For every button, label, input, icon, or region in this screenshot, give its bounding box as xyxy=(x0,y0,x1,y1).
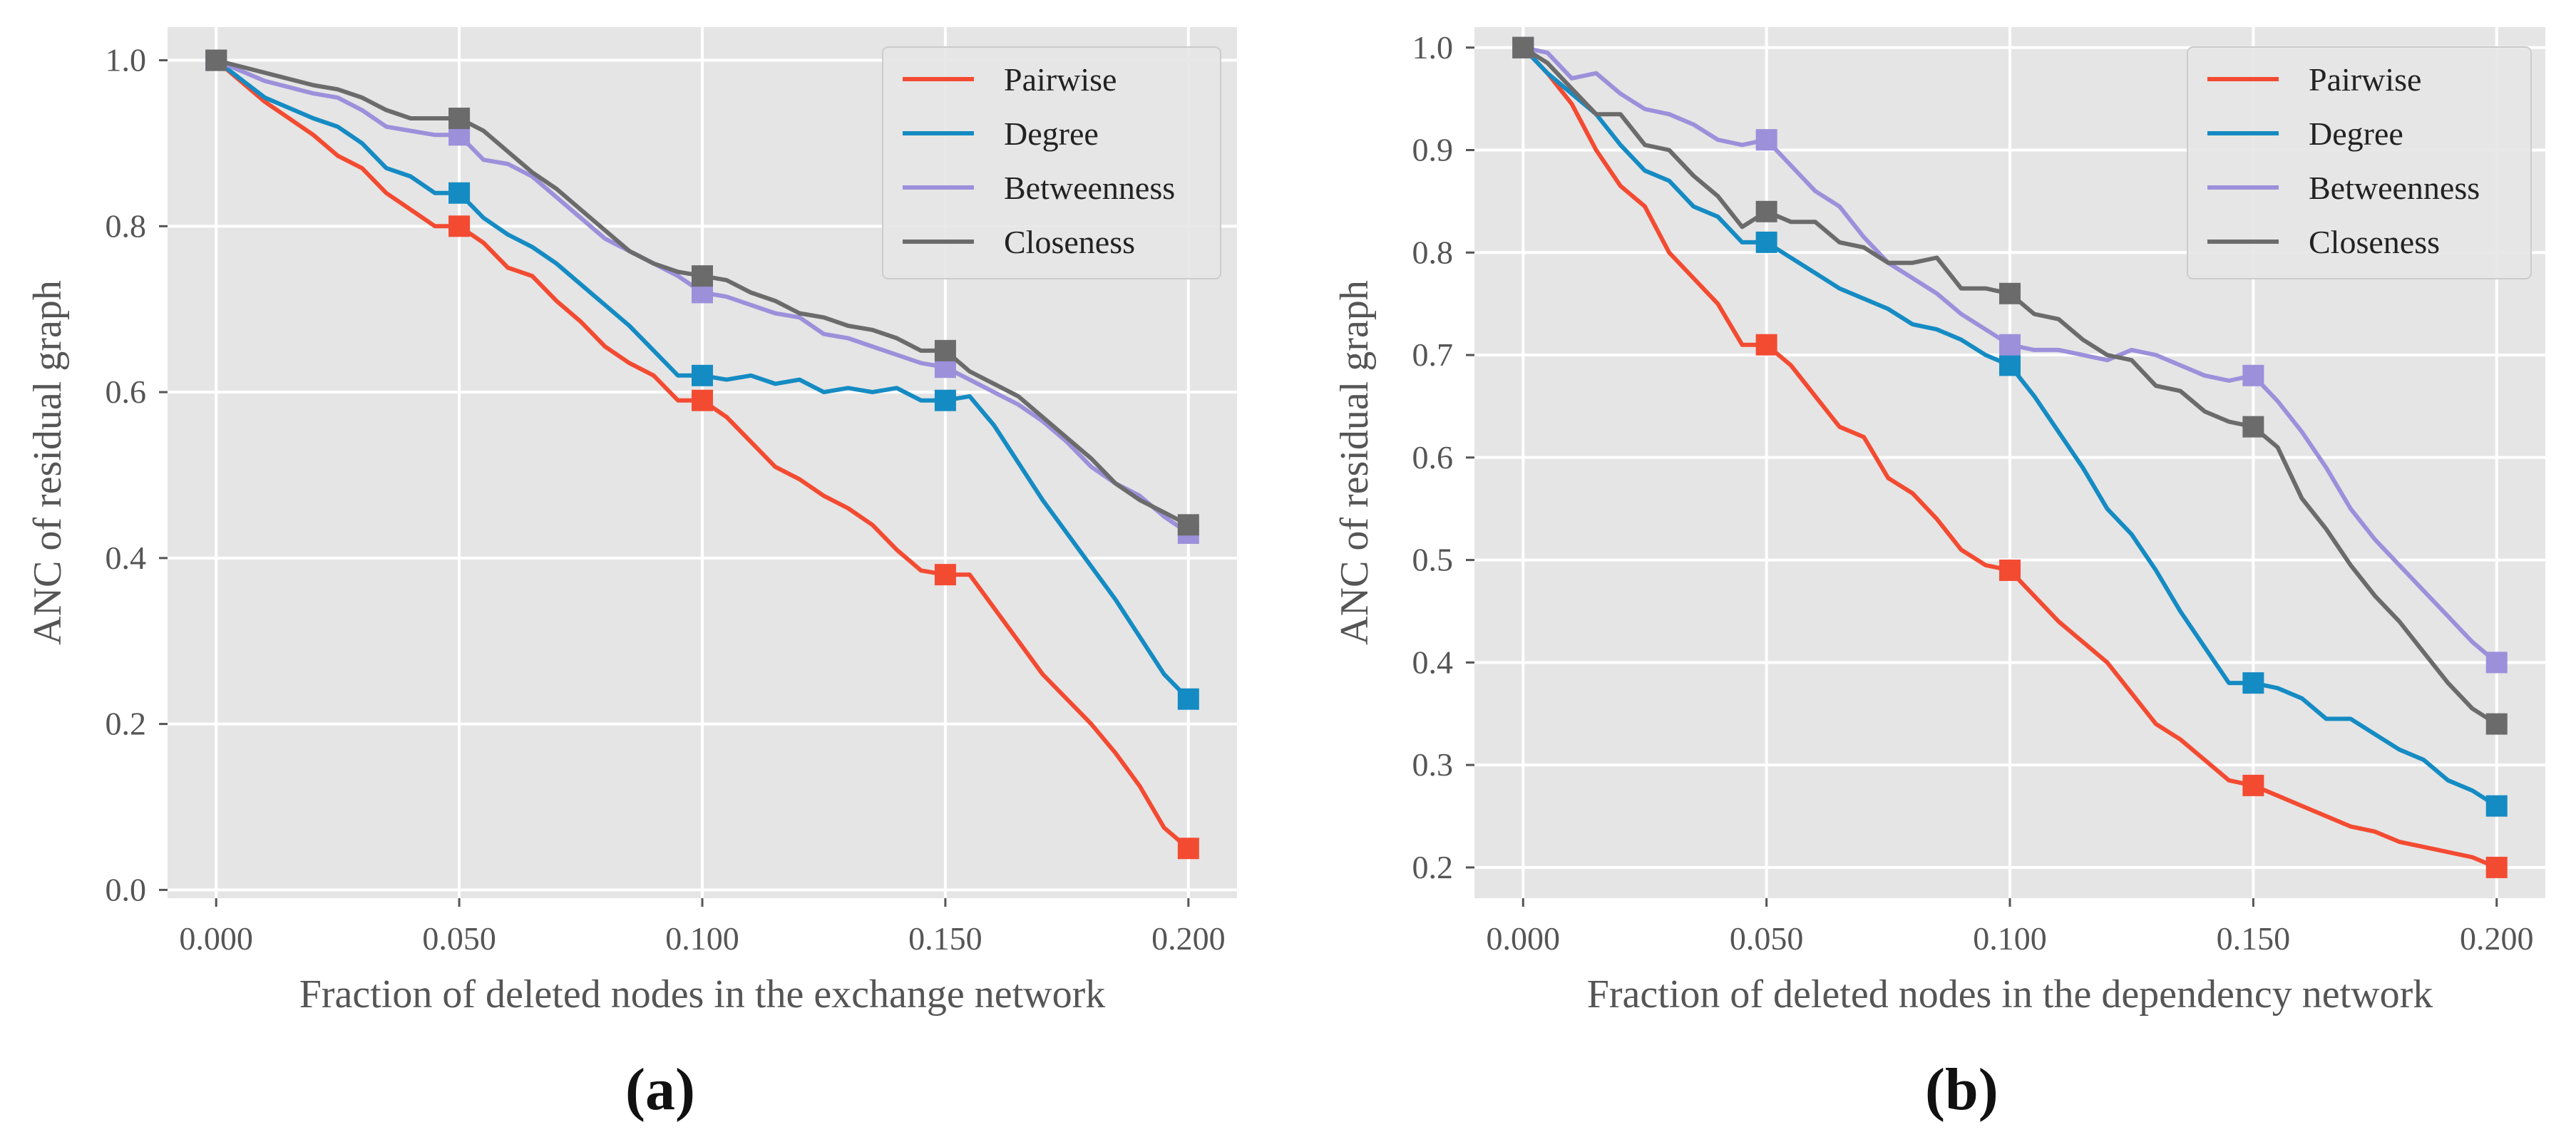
marker-degree xyxy=(1999,354,2021,376)
marker-closeness xyxy=(1999,282,2021,304)
x-tick-label: 0.100 xyxy=(665,920,739,957)
panel-label-b: (b) xyxy=(1925,1056,1998,1123)
x-tick-label: 0.150 xyxy=(2217,920,2291,957)
marker-closeness xyxy=(205,49,227,71)
y-tick-label: 0.4 xyxy=(106,540,147,576)
legend-label-degree: Degree xyxy=(2309,115,2403,152)
marker-pairwise xyxy=(2242,774,2264,796)
chart-panel-a: 0.000 0.050 0.100 0.150 0.200 0.0 0.2 0.4 0.6 0.8… xyxy=(26,27,1237,1017)
marker-pairwise xyxy=(1999,559,2021,581)
y-tick-label: 0.0 xyxy=(106,871,147,907)
legend-label-degree: Degree xyxy=(1004,115,1099,152)
marker-closeness xyxy=(448,108,471,130)
x-tick-label: 0.000 xyxy=(1487,920,1561,957)
legend-label-betweenness: Betweenness xyxy=(2309,170,2480,206)
y-tick-label: 1.0 xyxy=(106,42,147,78)
marker-pairwise xyxy=(1755,334,1777,356)
x-tick-label: 0.000 xyxy=(179,920,253,957)
series-line-degree xyxy=(215,58,1190,701)
marker-closeness xyxy=(2242,416,2264,438)
legend-box xyxy=(882,46,1221,279)
legend-label-closeness: Closeness xyxy=(2309,224,2440,260)
legend-label-pairwise: Pairwise xyxy=(1004,61,1117,98)
y-tick-label: 0.4 xyxy=(1412,644,1454,680)
marker-betweenness xyxy=(2485,652,2508,674)
legend-label-closeness: Closeness xyxy=(1004,224,1135,260)
y-tick-label: 0.5 xyxy=(1412,542,1454,578)
marker-pairwise xyxy=(934,564,956,586)
marker-degree xyxy=(2242,672,2264,694)
y-tick-label: 0.6 xyxy=(106,374,147,410)
x-tick-label: 0.200 xyxy=(2460,920,2534,957)
marker-pairwise xyxy=(1177,838,1199,860)
x-tick-label: 0.050 xyxy=(1730,920,1804,957)
y-tick-label: 0.2 xyxy=(106,706,147,742)
chart-panel-b: 0.000 0.050 0.100 0.150 0.200 0.2 0.3 0.4 0.5 0.6… xyxy=(1333,27,2545,1017)
marker-pairwise xyxy=(692,389,713,411)
panel-label-a: (a) xyxy=(625,1056,695,1123)
marker-pairwise xyxy=(448,215,471,237)
x-axis-label: Fraction of deleted nodes in the exchang… xyxy=(299,972,1106,1017)
series-line-betweenness xyxy=(215,58,1190,535)
x-tick-label: 0.200 xyxy=(1151,920,1226,957)
y-tick-label: 0.9 xyxy=(1412,132,1454,168)
y-tick-label: 0.8 xyxy=(106,207,147,244)
marker-degree xyxy=(2485,795,2508,817)
x-axis-label: Fraction of deleted nodes in the depende… xyxy=(1587,972,2433,1017)
y-tick-label: 1.0 xyxy=(1412,29,1454,66)
marker-betweenness xyxy=(1999,334,2021,356)
marker-closeness xyxy=(1755,200,1777,222)
marker-closeness xyxy=(934,339,956,361)
marker-closeness xyxy=(1512,36,1534,58)
x-tick-label: 0.050 xyxy=(422,920,496,957)
marker-degree xyxy=(1177,688,1199,710)
marker-degree xyxy=(1755,231,1777,253)
y-tick-label: 0.2 xyxy=(1412,849,1454,885)
marker-betweenness xyxy=(1755,129,1777,151)
marker-closeness xyxy=(692,265,713,287)
y-axis-label: ANC of residual graph xyxy=(1333,280,1377,645)
y-tick-label: 0.3 xyxy=(1412,746,1454,783)
legend-box xyxy=(2187,46,2532,279)
marker-degree xyxy=(448,182,471,204)
legend-label-betweenness: Betweenness xyxy=(1004,170,1175,206)
marker-degree xyxy=(692,364,713,386)
y-tick-label: 0.8 xyxy=(1412,234,1454,270)
marker-betweenness xyxy=(2242,364,2264,386)
legend-label-pairwise: Pairwise xyxy=(2309,61,2421,98)
x-tick-label: 0.100 xyxy=(1973,920,2047,957)
marker-closeness xyxy=(2485,713,2508,735)
marker-closeness xyxy=(1177,514,1199,536)
marker-pairwise xyxy=(2485,856,2508,878)
marker-degree xyxy=(934,389,956,411)
series-line-closeness xyxy=(215,58,1190,527)
y-tick-label: 0.7 xyxy=(1412,336,1454,373)
x-tick-label: 0.150 xyxy=(908,920,982,957)
series-line-pairwise xyxy=(215,58,1190,850)
y-axis-label: ANC of residual graph xyxy=(26,280,70,645)
y-tick-label: 0.6 xyxy=(1412,439,1454,475)
